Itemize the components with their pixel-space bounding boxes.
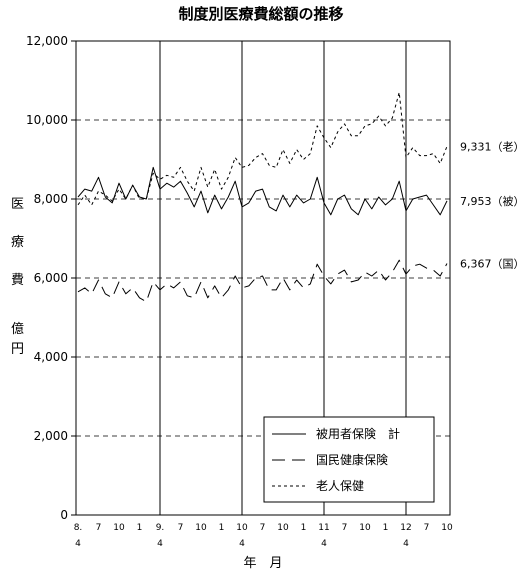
- x-tick-label: 1: [383, 523, 389, 533]
- series-line-solid: [77, 166, 448, 216]
- x-tick-label: 7: [178, 523, 184, 533]
- series-line-shortdash: [77, 91, 448, 206]
- series-end-label: 6,367（国）: [460, 258, 522, 271]
- x-tick-label: 10: [236, 523, 248, 533]
- y-tick-label: 2,000: [34, 429, 68, 443]
- legend-label-employee: 被用者保険 計: [316, 426, 400, 441]
- y-label-char-2: 費: [11, 273, 24, 288]
- end-labels: 7,953（被） 6,367（国） 9,331（老）: [460, 140, 522, 270]
- y-tick-label: 6,000: [34, 271, 68, 285]
- y-tick-label: 10,000: [26, 113, 68, 127]
- y-tick-label: 4,000: [34, 350, 68, 364]
- y-tick-label: 0: [60, 508, 68, 522]
- y-tick-label: 12,000: [26, 34, 68, 48]
- series-lines: [77, 91, 448, 303]
- y-label-char-4: 円: [11, 342, 24, 357]
- x-tick-label: 10: [359, 523, 371, 533]
- x-tick-label: 1: [137, 523, 143, 533]
- y-axis-label: 医 療 費 億 円: [11, 197, 24, 357]
- legend-label-national: 国民健康保険: [316, 452, 388, 467]
- series-end-label: 9,331（老）: [460, 140, 522, 153]
- x-tick-label: 1: [219, 523, 225, 533]
- x-tick-label: 7: [342, 523, 348, 533]
- chart-title: 制度別医療費総額の推移: [178, 5, 343, 23]
- x-tick-label: 10: [277, 523, 289, 533]
- y-label-char-1: 療: [11, 235, 24, 250]
- y-axis-ticks: 0 2,000 4,000 6,000 8,000 10,000 12,000: [26, 34, 76, 522]
- x-tick-label: 1: [301, 523, 307, 533]
- x-tick-label: 8.: [74, 523, 83, 533]
- x-tick-label: 7: [96, 523, 102, 533]
- legend-label-elderly: 老人保健: [316, 479, 364, 493]
- x-tick-label: 12: [400, 523, 411, 533]
- x-tick-label: 9.: [156, 523, 165, 533]
- x-tick-label: 7: [260, 523, 266, 533]
- series-end-label: 7,953（被）: [460, 195, 522, 208]
- x-tick-label: 10: [441, 523, 453, 533]
- y-label-char-0: 医: [11, 197, 24, 212]
- x-tick-label: 7: [424, 523, 430, 533]
- y-label-char-3: 億: [11, 321, 24, 337]
- x-tick-label: 10: [195, 523, 207, 533]
- x-tick-sublabel: 4: [157, 539, 163, 549]
- x-tick-label: 11: [318, 523, 329, 533]
- x-tick-sublabel: 4: [321, 539, 327, 549]
- x-tick-label: 10: [113, 523, 125, 533]
- y-tick-label: 8,000: [34, 192, 68, 206]
- x-axis-label: 年 月: [243, 556, 282, 571]
- x-tick-sublabel: 4: [75, 539, 81, 549]
- x-tick-sublabel: 4: [239, 539, 245, 549]
- legend: 被用者保険 計 国民健康保険 老人保健: [263, 416, 435, 503]
- series-line-longdash: [77, 259, 448, 303]
- x-tick-sublabel: 4: [403, 539, 409, 549]
